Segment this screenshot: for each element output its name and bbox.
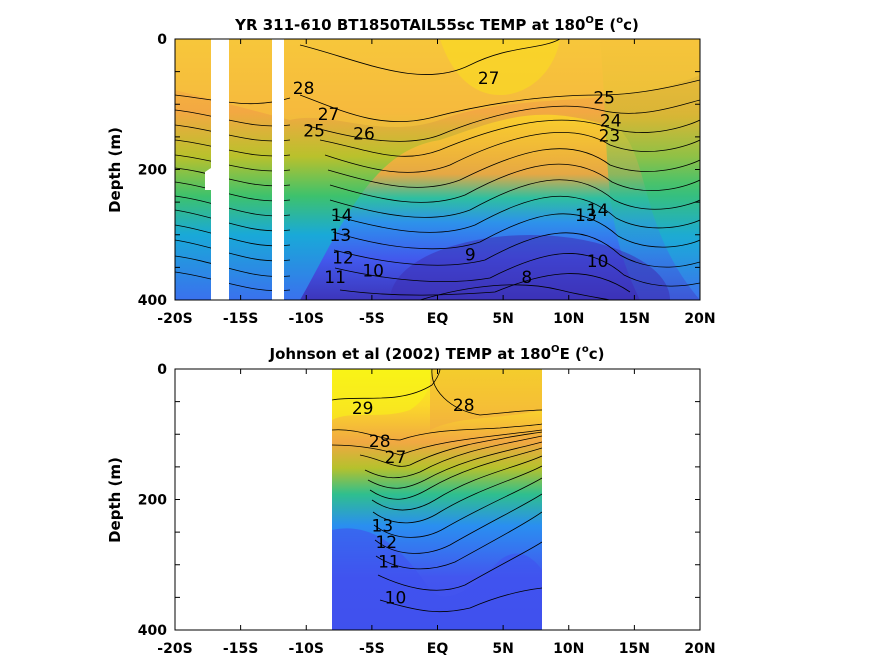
top-contour-label: 14: [331, 206, 353, 226]
bottom-contour-label: 28: [369, 432, 391, 452]
bottom-x-tick-label: 15N: [619, 641, 650, 656]
bottom-x-tick-label: EQ: [427, 641, 449, 656]
bottom-y-tick-label: 400: [138, 623, 167, 639]
bottom-x-tick-label: 10N: [553, 641, 584, 656]
top-contour-label: 10: [362, 262, 384, 282]
bottom-x-tick-label: -10S: [289, 641, 324, 656]
top-contour-label: 14: [587, 201, 609, 221]
top-x-tick-label: -10S: [289, 311, 324, 327]
top-x-tick-label: -15S: [223, 311, 258, 327]
bottom-contour-label: 10: [385, 588, 407, 608]
top-field: [175, 39, 700, 300]
top-panel: YR 311-610 BT1850TAIL55sc TEMP at 180OE …: [106, 15, 716, 327]
bottom-y-ticks: 0 200 400: [138, 362, 700, 639]
top-x-tick-label: 10N: [553, 311, 584, 327]
bottom-contour-label: 27: [385, 448, 407, 468]
bottom-contours: [332, 369, 542, 613]
bottom-field: [332, 369, 542, 630]
bottom-panel: Johnson et al (2002) TEMP at 180OE (oc): [106, 344, 716, 657]
top-contour-label: 27: [478, 69, 500, 89]
top-x-ticks: -20S -15S -10S -5S EQ 5N 10N 15N 20N: [157, 39, 716, 327]
top-contour-label: 13: [330, 226, 352, 246]
top-contour-label: 10: [587, 252, 609, 272]
top-y-ticks: 0 200 400: [138, 32, 700, 309]
bottom-x-tick-label: -20S: [157, 641, 192, 656]
top-contour-label: 25: [303, 121, 325, 141]
bottom-y-label: Depth (m): [106, 457, 124, 543]
top-contour-label: 26: [353, 125, 375, 145]
bottom-x-tick-label: 5N: [492, 641, 513, 656]
top-contour-label: 24: [600, 112, 622, 132]
bottom-x-tick-label: -5S: [359, 641, 385, 656]
bottom-contour-label: 12: [375, 533, 397, 553]
bottom-y-tick-label: 0: [157, 362, 167, 378]
top-contour-label: 12: [332, 249, 354, 269]
top-y-label: Depth (m): [106, 127, 124, 213]
top-contour-label: 9: [465, 245, 476, 265]
bottom-x-tick-label: 20N: [684, 641, 715, 656]
bottom-title: Johnson et al (2002) TEMP at 180OE (oc): [268, 344, 604, 363]
top-contour-label: 23: [599, 127, 621, 147]
top-x-tick-label: -5S: [359, 311, 385, 327]
bottom-contour-label: 29: [352, 399, 374, 419]
bottom-contour-label: 28: [453, 396, 475, 416]
bottom-x-ticks: -20S -15S -10S -5S EQ 5N 10N 15N 20N: [157, 369, 716, 657]
bottom-contour-label: 11: [378, 552, 400, 572]
bottom-x-tick-label: -15S: [223, 641, 258, 656]
top-x-tick-label: EQ: [427, 311, 449, 327]
top-contour-label: 25: [593, 89, 615, 109]
top-contour-label: 27: [318, 105, 340, 125]
top-contour-label: 8: [521, 268, 532, 288]
top-y-tick-label: 200: [138, 163, 167, 179]
top-x-tick-label: 20N: [684, 311, 715, 327]
top-contour-label: 28: [293, 79, 315, 99]
top-x-tick-label: 5N: [492, 311, 513, 327]
bottom-y-tick-label: 200: [138, 493, 167, 509]
top-contour-label: 11: [324, 268, 346, 288]
top-y-tick-label: 0: [157, 32, 167, 48]
top-gap-2: [272, 39, 284, 300]
bottom-contour-label: 13: [372, 517, 394, 537]
top-x-tick-label: -20S: [157, 311, 192, 327]
top-gap-1: [211, 39, 229, 300]
top-contour-label: 13: [575, 206, 597, 226]
top-title: YR 311-610 BT1850TAIL55sc TEMP at 180OE …: [234, 15, 639, 34]
top-x-tick-label: 15N: [619, 311, 650, 327]
top-y-tick-label: 400: [138, 293, 167, 309]
